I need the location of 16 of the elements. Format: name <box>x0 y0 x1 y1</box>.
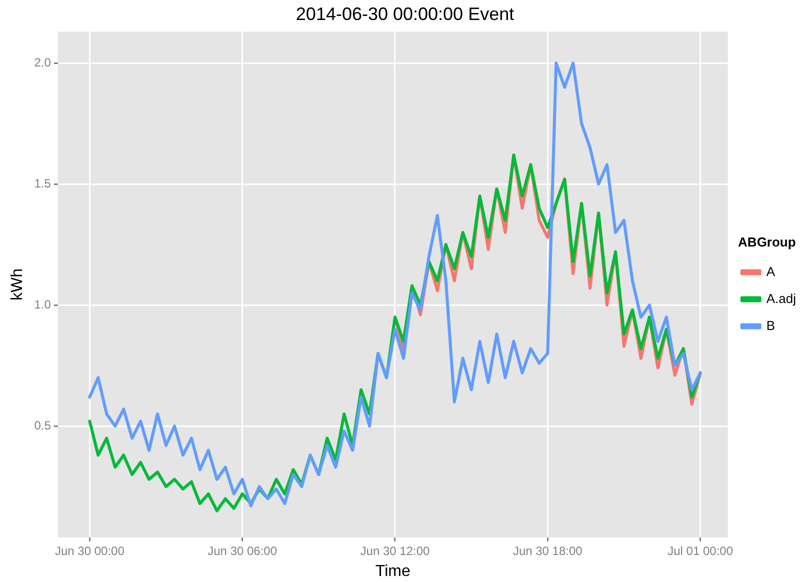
x-tick-label: Jun 30 18:00 <box>512 544 583 558</box>
legend-label: A.adj <box>766 290 796 306</box>
y-tick-label: 1.5 <box>34 176 52 190</box>
chart-title: 2014-06-30 00:00:00 Event <box>296 4 514 24</box>
y-tick-label: 0.5 <box>34 418 52 432</box>
legend-label: A <box>766 264 776 279</box>
x-tick-label: Jun 30 06:00 <box>208 544 278 558</box>
x-axis-title: Time <box>375 562 410 580</box>
y-tick-label: 1.0 <box>34 297 52 312</box>
legend-label: B <box>766 318 776 333</box>
y-axis-title: kWh <box>9 268 26 300</box>
x-tick-label: Jun 30 12:00 <box>360 544 430 558</box>
y-tick-label: 2.0 <box>34 55 52 70</box>
x-tick-label: Jul 01 00:00 <box>668 544 734 558</box>
x-tick-label: Jun 30 00:00 <box>54 544 125 558</box>
legend-title: ABGroup <box>738 234 796 250</box>
